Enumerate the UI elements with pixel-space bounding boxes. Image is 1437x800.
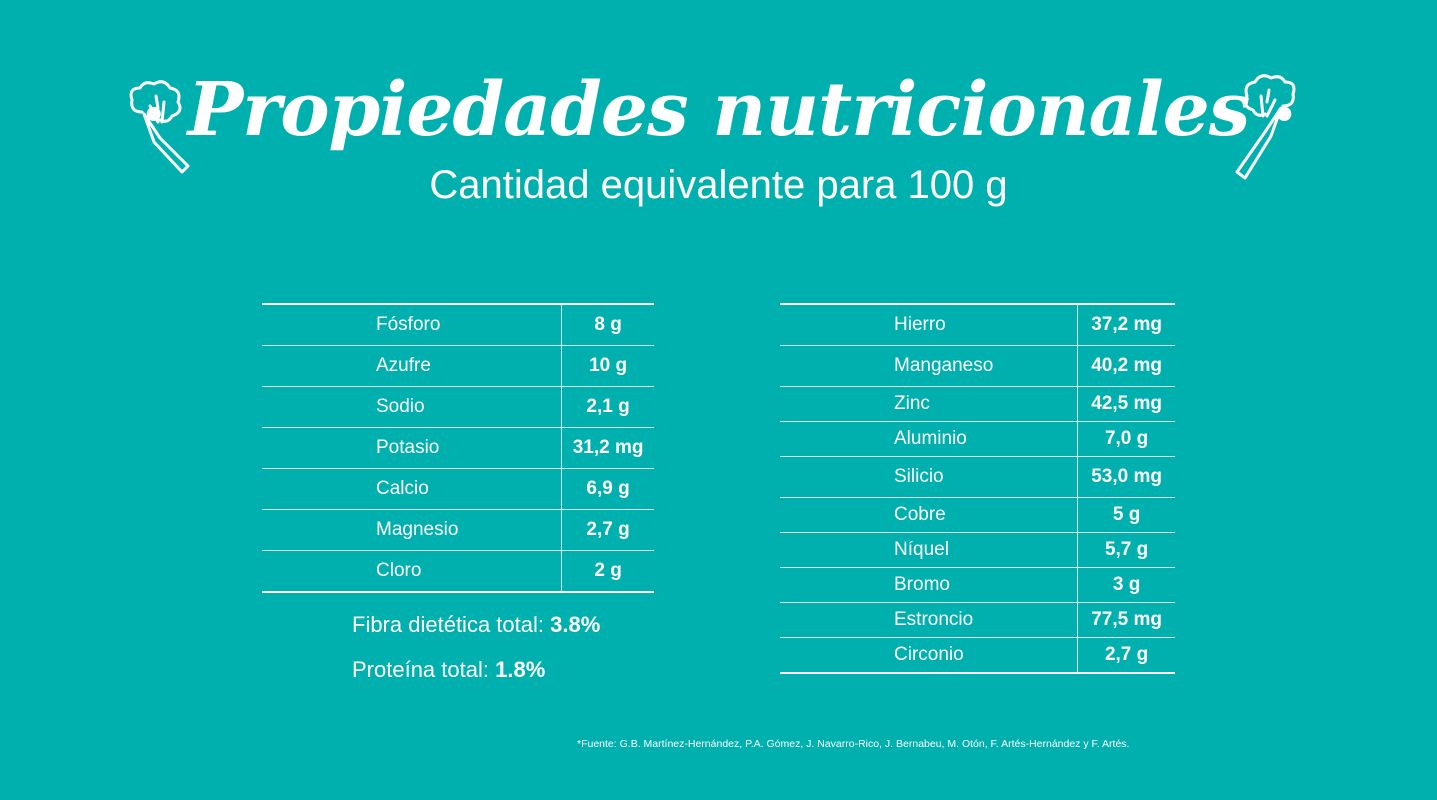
page-title: • Propiedades nutricionales • [0, 60, 1437, 166]
nutrient-value: 31,2 mg [561, 427, 654, 469]
table-row: Cobre 5 g [780, 497, 1175, 533]
nutrient-name: Silicio [780, 456, 1078, 498]
nutrient-value: 2,7 g [1077, 637, 1175, 674]
table-row: Hierro 37,2 mg [780, 303, 1175, 346]
table-row: Estroncio 77,5 mg [780, 602, 1175, 638]
fiber-value: 3.8% [550, 612, 601, 637]
nutrient-name: Calcio [262, 468, 562, 510]
table-row: Silicio 53,0 mg [780, 456, 1175, 498]
nutrient-value: 5,7 g [1077, 532, 1175, 568]
protein-summary: Proteína total: 1.8% [352, 657, 545, 683]
nutrient-value: 5 g [1077, 497, 1175, 533]
nutrient-name: Bromo [780, 567, 1078, 603]
fiber-label: Fibra dietética total: [352, 612, 544, 637]
fiber-summary: Fibra dietética total: 3.8% [352, 612, 600, 638]
table-row: Sodio 2,1 g [262, 386, 654, 428]
nutrient-name: Cobre [780, 497, 1078, 533]
nutrient-value: 8 g [561, 303, 654, 346]
nutrient-name: Aluminio [780, 421, 1078, 457]
page-subtitle: Cantidad equivalente para 100 g [429, 162, 1008, 207]
nutrient-value: 77,5 mg [1077, 602, 1175, 638]
protein-label: Proteína total: [352, 657, 489, 682]
title-dot-left: • [140, 91, 167, 139]
table-row: Circonio 2,7 g [780, 637, 1175, 674]
table-row: Cloro 2 g [262, 550, 654, 593]
nutrient-name: Azufre [262, 345, 562, 387]
nutrient-value: 42,5 mg [1077, 386, 1175, 422]
table-row: Magnesio 2,7 g [262, 509, 654, 551]
nutrient-name: Sodio [262, 386, 562, 428]
nutrient-value: 2 g [561, 550, 654, 593]
nutrient-value: 3 g [1077, 567, 1175, 603]
table-row: Níquel 5,7 g [780, 532, 1175, 568]
nutrient-name: Hierro [780, 303, 1078, 346]
title-dot-right: • [1271, 91, 1297, 139]
broccoli-icon [129, 80, 190, 174]
broccoli-icon [1235, 74, 1296, 180]
nutrient-value: 6,9 g [561, 468, 654, 510]
nutrient-name: Magnesio [262, 509, 562, 551]
nutrient-value: 40,2 mg [1077, 345, 1175, 387]
header: • Propiedades nutricionales • Cantidad equ… [0, 60, 1437, 208]
title-text: Propiedades nutricionales [187, 67, 1251, 153]
nutrient-name: Circonio [780, 637, 1078, 674]
source-note: *Fuente: G.B. Martínez-Hernández, P.A. G… [577, 738, 1130, 750]
nutrient-name: Manganeso [780, 345, 1078, 387]
table-row: Aluminio 7,0 g [780, 421, 1175, 457]
nutrient-name: Estroncio [780, 602, 1078, 638]
nutrient-value: 53,0 mg [1077, 456, 1175, 498]
nutrient-name: Fósforo [262, 303, 562, 346]
table-row: Azufre 10 g [262, 345, 654, 387]
nutrient-value: 2,1 g [561, 386, 654, 428]
nutrient-name: Potasio [262, 427, 562, 469]
nutrient-name: Níquel [780, 532, 1078, 568]
nutrient-name: Cloro [262, 550, 562, 593]
nutrients-table-right: Hierro 37,2 mg Manganeso 40,2 mg Zinc 42,5 … [780, 303, 1175, 674]
nutrient-value: 37,2 mg [1077, 303, 1175, 346]
nutrient-value: 2,7 g [561, 509, 654, 551]
table-row: Bromo 3 g [780, 567, 1175, 603]
table-row: Manganeso 40,2 mg [780, 345, 1175, 387]
table-row: Calcio 6,9 g [262, 468, 654, 510]
table-row: Potasio 31,2 mg [262, 427, 654, 469]
table-row: Zinc 42,5 mg [780, 386, 1175, 422]
nutrient-value: 7,0 g [1077, 421, 1175, 457]
nutrient-name: Zinc [780, 386, 1078, 422]
nutrient-value: 10 g [561, 345, 654, 387]
protein-value: 1.8% [495, 657, 546, 682]
table-row: Fósforo 8 g [262, 303, 654, 346]
nutrients-table-left: Fósforo 8 g Azufre 10 g Sodio 2,1 g Potasio… [262, 303, 654, 593]
